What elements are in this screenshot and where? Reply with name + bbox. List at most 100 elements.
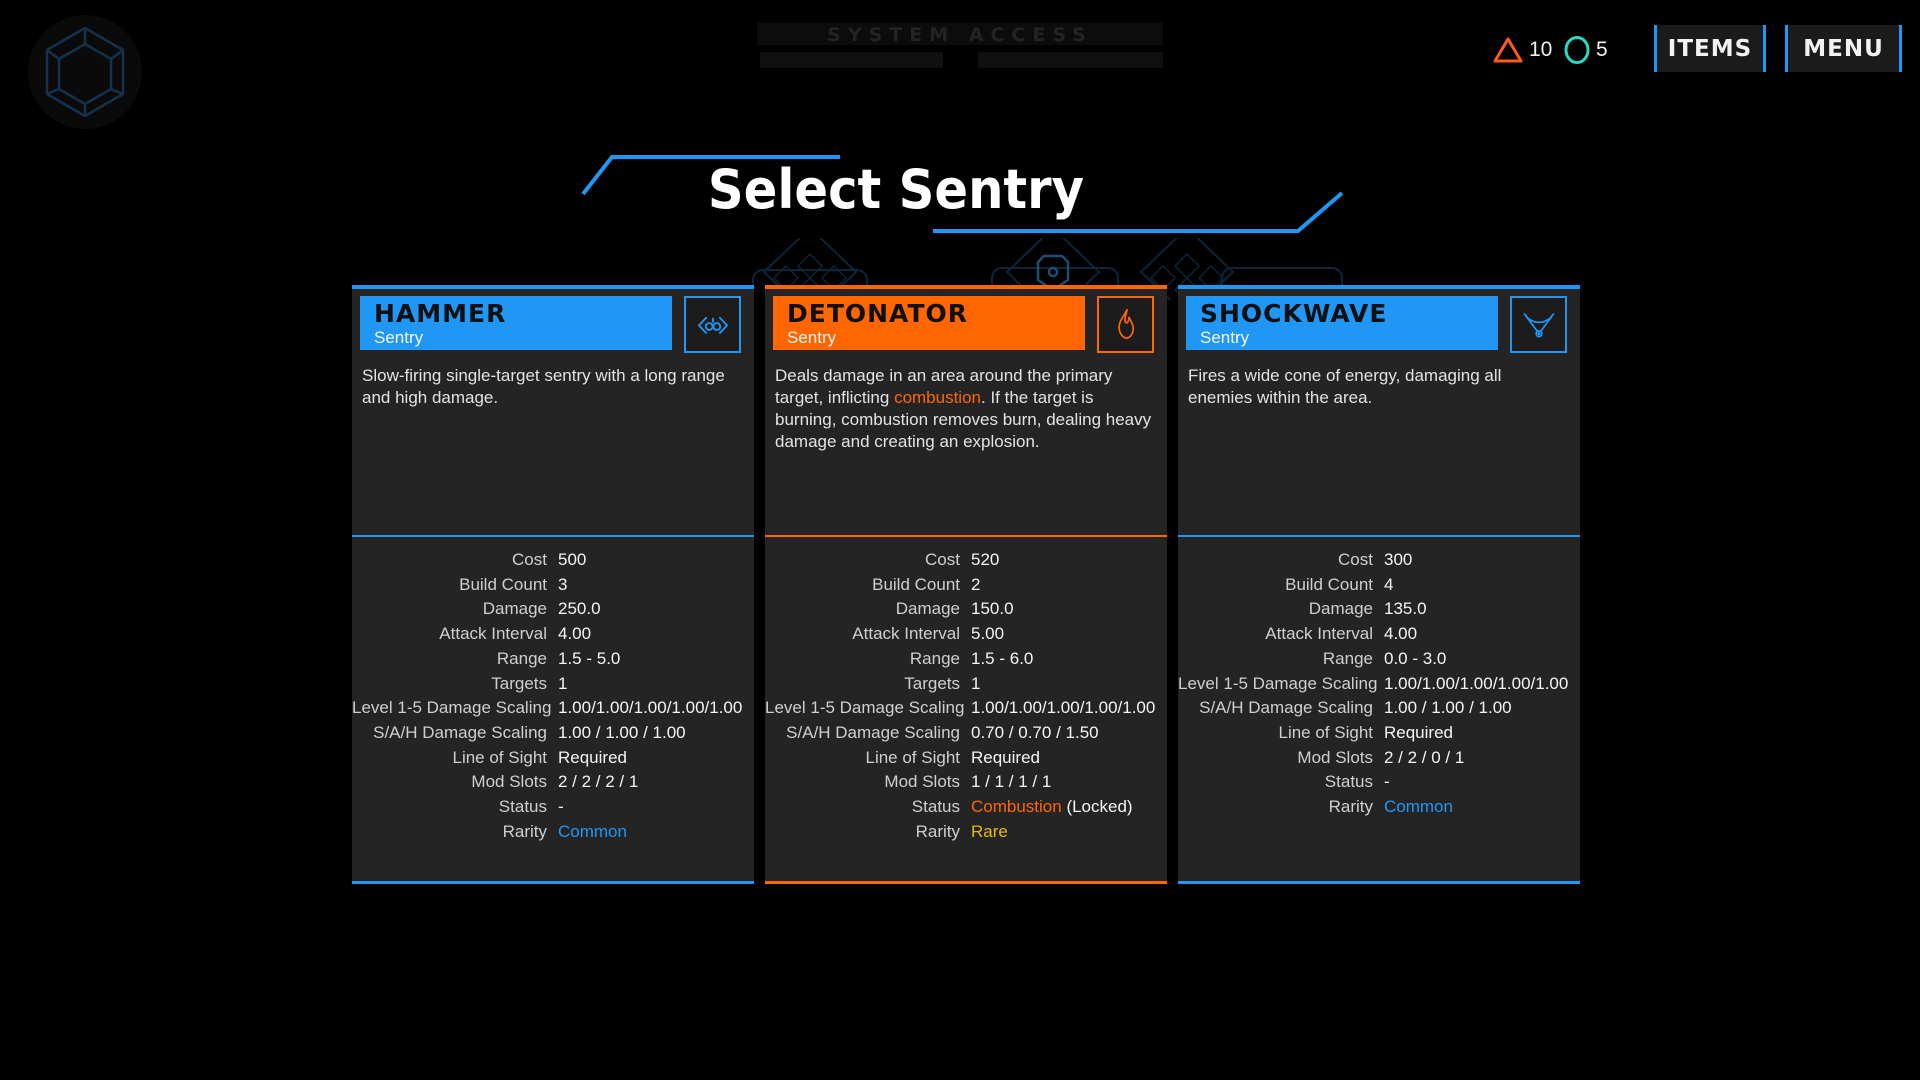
card-description: Fires a wide cone of energy, damaging al… [1188,365,1566,409]
card-title: DETONATOR [787,299,969,328]
stat-value-part: 1 [971,673,981,693]
triangle-currency-icon [1493,37,1523,63]
cone-icon [1510,296,1567,353]
stat-row: Line of Sight Required [1178,721,1580,746]
stat-value: 1.5 - 6.0 [971,647,1033,672]
stat-row: Attack Interval 4.00 [352,622,754,647]
stat-row: Line of Sight Required [765,746,1167,771]
stat-label: Attack Interval [1265,624,1373,644]
stat-row: Cost 500 [352,548,754,573]
stat-label: Attack Interval [439,624,547,644]
stat-value: 1.00/1.00/1.00/1.00/1.00 [971,696,1155,721]
stat-row: Rarity Common [1178,795,1580,820]
stat-value: 520 [971,548,999,573]
stat-value-part: 300 [1384,550,1413,569]
stat-value: 1.00/1.00/1.00/1.00/1.00 [558,696,742,721]
stat-value: 3 [558,573,567,598]
card-bottom-accent [765,881,1167,884]
stat-value-part: Required [558,747,627,767]
page-title: Select Sentry [707,158,1085,221]
stat-value: 150.0 [971,597,1014,622]
sentry-card-detonator[interactable]: DETONATOR Sentry Deals damage in an area… [765,285,1167,884]
stat-label: Cost [1338,550,1373,569]
stat-label: Mod Slots [884,772,960,792]
items-button[interactable]: ITEMS [1654,25,1766,72]
stat-row: Damage 250.0 [352,597,754,622]
stat-label: Damage [895,599,960,619]
stat-value-part: Required [971,747,1040,767]
stat-label: Targets [491,673,547,693]
stat-label: Line of Sight [1278,722,1373,742]
stat-value: 1.5 - 5.0 [558,647,620,672]
stat-value-part: 3 [558,574,568,594]
stat-row: Cost 300 [1178,548,1580,573]
stat-value-part: 4 [1384,574,1394,594]
stat-value-part: 250.0 [558,599,601,619]
stat-label: Targets [904,673,960,693]
hammer-sentry-icon [684,296,741,353]
stat-label: Mod Slots [471,772,547,792]
stat-value: Common [1384,795,1453,820]
stat-label: Level 1-5 Damage Scaling [352,698,552,718]
card-stats-table: Cost 520 Build Count 2 Damage 150.0 Attack Int… [765,548,1167,844]
ghost-system-access-title: SYSTEM ACCESS [827,24,1093,46]
card-header-band: HAMMER Sentry [360,296,672,350]
stat-value-part: 1.00 / 1.00 / 1.00 [558,722,686,742]
stat-label: Build Count [459,574,547,594]
stat-label: Status [1324,772,1373,792]
stat-label: Level 1-5 Damage Scaling [1178,673,1378,693]
stat-value: 0.0 - 3.0 [1384,647,1446,672]
stat-value: 135.0 [1384,597,1427,622]
stat-row: Damage 135.0 [1178,597,1580,622]
stat-value-part: 4.00 [558,624,592,644]
game-logo-icon [28,15,142,129]
stat-row: Targets 1 [352,672,754,697]
card-title: SHOCKWAVE [1200,299,1388,328]
stat-value-part: 1 [558,673,568,693]
triangle-currency-value: 10 [1529,38,1553,61]
stat-value: 2 / 2 / 0 / 1 [1384,746,1464,771]
ghost-header-band [757,23,1163,45]
stat-label: S/A/H Damage Scaling [373,722,547,742]
stat-value: 1 / 1 / 1 / 1 [971,770,1051,795]
stat-row: Build Count 4 [1178,573,1580,598]
stat-value-part: (Locked) [1061,797,1133,817]
ghost-panel-right [978,52,1163,68]
stat-row: S/A/H Damage Scaling 1.00 / 1.00 / 1.00 [352,721,754,746]
stat-row: Status - [352,795,754,820]
stat-label: Rarity [502,821,547,841]
stat-value: Rare [971,820,1008,845]
stat-label: Attack Interval [852,624,960,644]
sentry-card-shockwave[interactable]: SHOCKWAVE Sentry Fires a wide cone of en… [1178,285,1580,884]
stat-value-part: 1.00 / 1.00 / 1.00 [1384,698,1512,718]
menu-button[interactable]: MENU [1785,25,1902,72]
card-subtitle: Sentry [1200,328,1250,347]
stat-row: Build Count 3 [352,573,754,598]
stat-value: 0.70 / 0.70 / 1.50 [971,721,1099,746]
stat-value-part: 1.5 - 5.0 [558,648,621,668]
stat-value-part: 0.0 - 3.0 [1384,648,1447,668]
stat-label: Line of Sight [452,747,547,767]
stat-value-part: - [1384,772,1390,792]
stat-value-part: Common [558,821,627,841]
stat-label: Damage [1308,599,1373,619]
stat-label: Rarity [1328,797,1373,817]
stat-value: 1.00 / 1.00 / 1.00 [1384,696,1512,721]
stat-value-part: 2 / 2 / 2 / 1 [558,772,639,792]
stat-value: 300 [1384,548,1412,573]
top-hud: 10 5 ITEMS MENU [0,0,1920,90]
stat-row: Build Count 2 [765,573,1167,598]
sentry-card-hammer[interactable]: HAMMER Sentry Slow-firing single-target … [352,285,754,884]
stat-label: Range [496,648,547,668]
stat-row: Level 1-5 Damage Scaling 1.00/1.00/1.00/1… [352,696,754,721]
stat-row: Targets 1 [765,672,1167,697]
stat-value-part: 0.70 / 0.70 / 1.50 [971,722,1099,742]
stat-label: Rarity [915,821,960,841]
stat-label: Cost [925,550,960,569]
stat-row: Range 0.0 - 3.0 [1178,647,1580,672]
stat-value: 4.00 [1384,622,1417,647]
stat-label: Status [498,797,547,817]
stat-value: 5.00 [971,622,1004,647]
stat-value-part: 1.00/1.00/1.00/1.00/1.00 [971,698,1156,718]
stat-label: Status [911,797,960,817]
